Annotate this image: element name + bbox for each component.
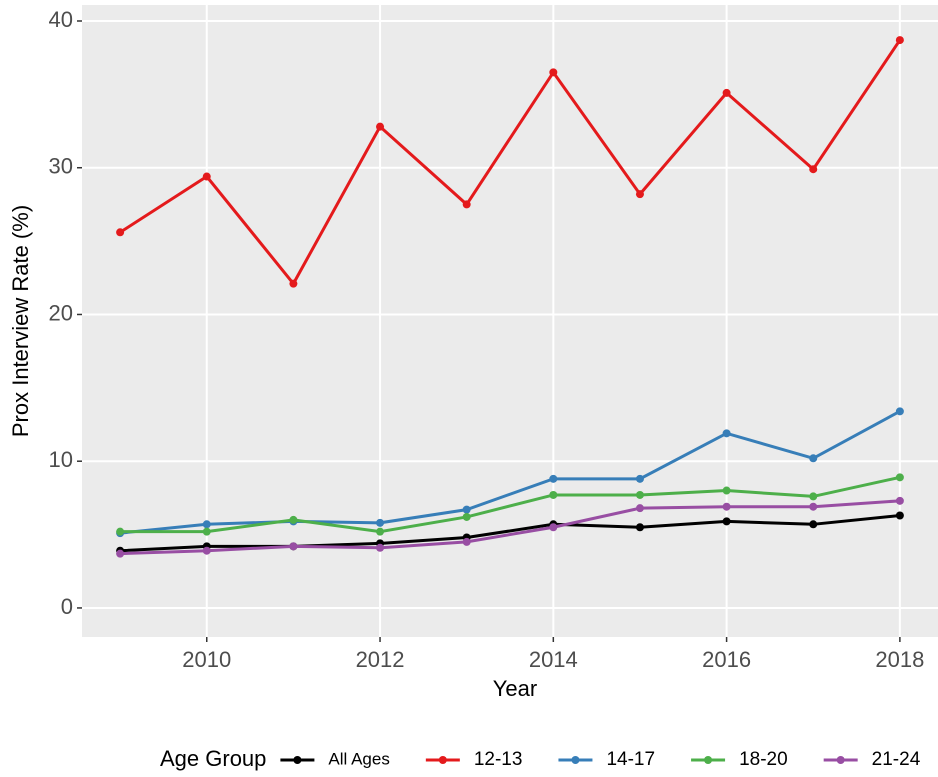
y-tick-label: 10 <box>49 447 73 472</box>
y-axis-label: Prox Interview Rate (%) <box>8 205 33 437</box>
legend-key-point <box>836 756 845 764</box>
point <box>376 543 385 552</box>
point <box>895 36 904 45</box>
x-tick-label: 2012 <box>356 647 405 672</box>
point <box>722 517 731 526</box>
point <box>895 407 904 416</box>
point <box>549 474 558 483</box>
point <box>722 88 731 97</box>
series-line <box>119 409 901 535</box>
point <box>635 523 644 532</box>
point <box>549 68 558 77</box>
legend-title: Age Group <box>160 746 266 771</box>
x-tick-label: 2018 <box>875 647 924 672</box>
point <box>809 165 818 174</box>
point <box>376 122 385 131</box>
point <box>376 518 385 527</box>
point <box>462 505 471 514</box>
y-tick-label: 40 <box>49 7 73 32</box>
y-tick-label: 20 <box>49 300 73 325</box>
legend-key-point <box>704 756 713 764</box>
panel <box>82 5 938 637</box>
point <box>462 512 471 521</box>
x-tick-label: 2016 <box>702 647 751 672</box>
legend-label: All Ages <box>328 749 389 768</box>
point <box>722 429 731 438</box>
point <box>289 515 298 524</box>
x-axis-label: Year <box>493 676 537 701</box>
y-tick-label: 30 <box>49 154 73 179</box>
point <box>809 454 818 463</box>
legend-label: 21-24 <box>872 749 921 770</box>
legend-key-point <box>293 756 302 764</box>
point <box>809 502 818 511</box>
point <box>635 474 644 483</box>
point <box>549 523 558 532</box>
x-tick-label: 2014 <box>529 647 578 672</box>
series-line <box>120 499 900 556</box>
point <box>289 542 298 551</box>
point <box>549 490 558 499</box>
point <box>202 172 211 181</box>
point <box>895 496 904 505</box>
point <box>635 190 644 199</box>
y-tick-label: 0 <box>61 594 73 619</box>
point <box>462 200 471 209</box>
point <box>116 549 125 558</box>
point <box>809 492 818 501</box>
point <box>462 537 471 546</box>
legend-key-point <box>438 756 447 764</box>
point <box>116 228 125 237</box>
point <box>809 520 818 529</box>
point <box>116 527 125 536</box>
point <box>635 490 644 499</box>
x-tick-label: 2010 <box>182 647 231 672</box>
legend-label: 14-17 <box>606 749 655 770</box>
point <box>722 502 731 511</box>
point <box>722 486 731 495</box>
point <box>895 511 904 520</box>
legend-key-point <box>571 756 580 764</box>
point <box>202 546 211 555</box>
point <box>289 279 298 288</box>
legend-label: 12-13 <box>474 749 523 770</box>
legend-label: 18-20 <box>739 749 788 770</box>
point <box>635 504 644 513</box>
point <box>202 527 211 536</box>
series-line <box>120 514 901 553</box>
series-line <box>120 475 901 534</box>
series-line <box>119 39 902 287</box>
point <box>202 520 211 529</box>
point <box>376 527 385 536</box>
point <box>895 473 904 482</box>
